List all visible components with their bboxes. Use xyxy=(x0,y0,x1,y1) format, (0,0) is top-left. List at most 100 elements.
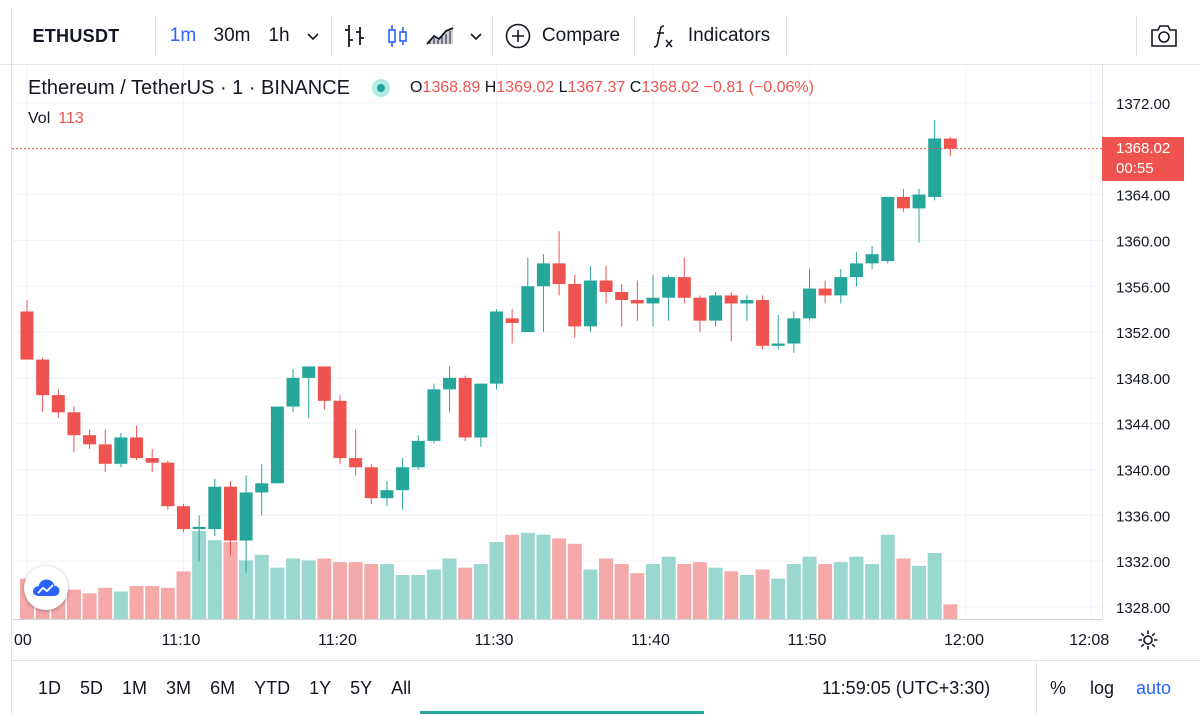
indicators-button[interactable]: Indicators xyxy=(644,8,778,64)
volume-value: 113 xyxy=(58,110,84,127)
time-tick-label: 11:20 xyxy=(318,632,357,649)
volume-bar xyxy=(270,567,285,619)
ohlc-values: O1368.89 H1369.02 L1367.37 C1368.02 −0.8… xyxy=(410,79,814,97)
volume-bar xyxy=(223,542,238,619)
bars-style-icon[interactable] xyxy=(336,8,374,64)
cloud-layout-button[interactable] xyxy=(24,566,68,610)
volume-bar xyxy=(207,540,222,619)
range-1d-button[interactable]: 1D xyxy=(38,677,62,698)
price-tick-label: 1328.00 xyxy=(1116,600,1170,617)
volume-bar xyxy=(536,534,551,619)
range-1m-button[interactable]: 1M xyxy=(122,677,148,698)
range-3m-button[interactable]: 3M xyxy=(166,677,192,698)
volume-bar xyxy=(943,604,958,619)
auto-scale-toggle[interactable]: auto xyxy=(1136,677,1172,698)
volume-label: Vol xyxy=(28,110,51,127)
toolbar-divider xyxy=(786,16,787,56)
candle-body xyxy=(114,437,128,464)
candle-body xyxy=(349,458,363,468)
screenshot-camera-icon[interactable] xyxy=(1142,8,1186,64)
volume-bar xyxy=(833,562,848,619)
volume-bar xyxy=(614,564,629,619)
volume-bar xyxy=(599,558,614,619)
volume-bar xyxy=(786,564,801,619)
price-tick-label: 1364.00 xyxy=(1116,188,1170,205)
candle-body xyxy=(803,288,816,319)
candle-body xyxy=(364,467,378,499)
candle-body xyxy=(943,138,957,149)
toolbar-divider xyxy=(492,16,493,56)
candle-body xyxy=(724,295,738,304)
area-style-icon[interactable] xyxy=(420,8,460,64)
candle-body xyxy=(443,377,457,390)
candle-body xyxy=(333,400,347,459)
symbol-search-button[interactable]: ETHUSDT xyxy=(32,25,120,46)
time-tick-label: 11:30 xyxy=(475,632,514,649)
volume-bar xyxy=(317,558,332,619)
time-tick-label: 12:08 xyxy=(1069,632,1109,649)
percent-scale-toggle[interactable]: % xyxy=(1050,677,1067,698)
range-1y-button[interactable]: 1Y xyxy=(309,677,332,698)
candle-body xyxy=(51,395,65,413)
candle-body xyxy=(709,295,723,321)
candle-body xyxy=(928,138,942,197)
time-tick-label: 11:10 xyxy=(162,632,201,649)
volume-bar xyxy=(802,556,817,619)
interval-1h-button[interactable]: 1h xyxy=(268,25,290,46)
volume-bar xyxy=(849,556,864,619)
candles-style-icon[interactable] xyxy=(378,8,416,64)
candle-body xyxy=(20,311,34,360)
volume-bar xyxy=(348,562,363,619)
price-tick-label: 1360.00 xyxy=(1116,233,1170,250)
compare-button[interactable]: Compare xyxy=(500,8,624,64)
interval-1m-button[interactable]: 1m xyxy=(169,25,197,46)
volume-bar xyxy=(567,543,582,619)
candle-body xyxy=(36,359,50,396)
candle-body xyxy=(677,277,691,298)
volume-bar xyxy=(880,534,895,619)
volume-bar xyxy=(286,558,301,619)
price-axis[interactable] xyxy=(1102,65,1200,619)
left-border xyxy=(0,8,12,714)
candle-body xyxy=(818,288,832,296)
volume-bar xyxy=(771,578,786,619)
volume-bar xyxy=(239,560,254,619)
symbol-title: Ethereum / TetherUS · 1 · BINANCE xyxy=(28,76,350,99)
timezone-clock[interactable]: 11:59:05 (UTC+3:30) xyxy=(822,677,991,698)
volume-bar xyxy=(426,569,441,619)
time-axis[interactable] xyxy=(12,619,1102,660)
range-5y-button[interactable]: 5Y xyxy=(350,677,373,698)
volume-bar xyxy=(552,538,567,619)
candle-body xyxy=(583,280,597,327)
range-all-button[interactable]: All xyxy=(391,677,412,698)
volume-bar xyxy=(520,532,535,619)
toolbar-divider xyxy=(155,16,156,56)
interval-dropdown-chevron-icon[interactable] xyxy=(300,8,326,64)
candle-body xyxy=(302,366,316,378)
candle-body xyxy=(865,254,879,264)
chart-style-chevron-icon[interactable] xyxy=(464,8,488,64)
volume-bar xyxy=(113,591,128,619)
volume-bar xyxy=(583,569,598,619)
volume-bar xyxy=(912,565,927,619)
price-tick-label: 1348.00 xyxy=(1116,371,1170,388)
log-scale-toggle[interactable]: log xyxy=(1090,677,1115,698)
price-tick-label: 1356.00 xyxy=(1116,279,1170,296)
indicators-label: Indicators xyxy=(687,25,771,46)
range-ytd-button[interactable]: YTD xyxy=(254,677,291,698)
last-price-value: 1368.02 xyxy=(1116,140,1171,157)
candle-body xyxy=(521,286,535,333)
candle-body xyxy=(98,444,112,464)
range-6m-button[interactable]: 6M xyxy=(210,677,236,698)
time-tick-label: 00 xyxy=(14,632,32,649)
interval-30m-button[interactable]: 30m xyxy=(213,25,251,46)
high-label: H xyxy=(484,79,497,96)
top-toolbar: ETHUSDT 1m 30m 1h Compare Indicators xyxy=(0,8,1200,65)
candle-body xyxy=(771,343,785,346)
range-5d-button[interactable]: 5D xyxy=(80,677,104,698)
candle-body xyxy=(568,283,582,327)
price-tick-label: 1352.00 xyxy=(1116,325,1170,342)
close-value: 1368.02 xyxy=(641,79,700,96)
settings-gear-icon[interactable] xyxy=(1134,626,1162,654)
